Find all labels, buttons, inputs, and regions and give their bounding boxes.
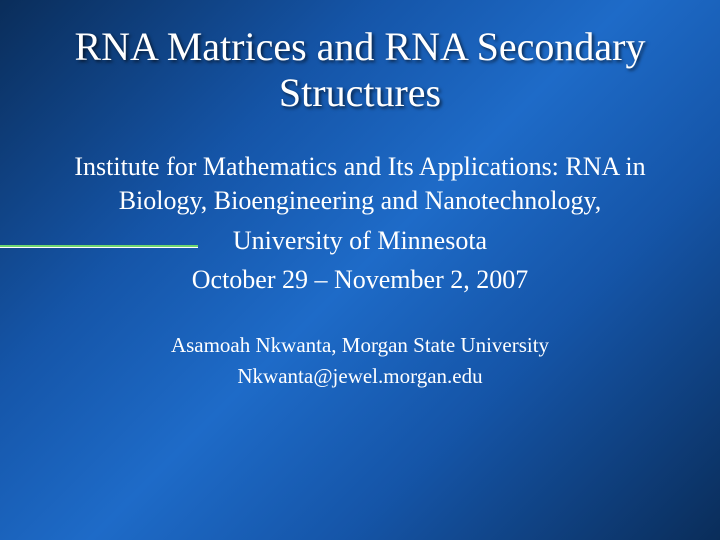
accent-divider xyxy=(0,245,198,248)
slide-title: RNA Matrices and RNA Secondary Structure… xyxy=(60,24,660,116)
accent-divider-bottom xyxy=(0,247,198,249)
email-line: Nkwanta@jewel.morgan.edu xyxy=(60,362,660,390)
author-line: Asamoah Nkwanta, Morgan State University xyxy=(60,331,660,359)
title-slide: RNA Matrices and RNA Secondary Structure… xyxy=(0,0,720,540)
institute-line: Institute for Mathematics and Its Applic… xyxy=(60,150,660,218)
dates-line: October 29 – November 2, 2007 xyxy=(60,263,660,297)
university-line: University of Minnesota xyxy=(60,224,660,258)
